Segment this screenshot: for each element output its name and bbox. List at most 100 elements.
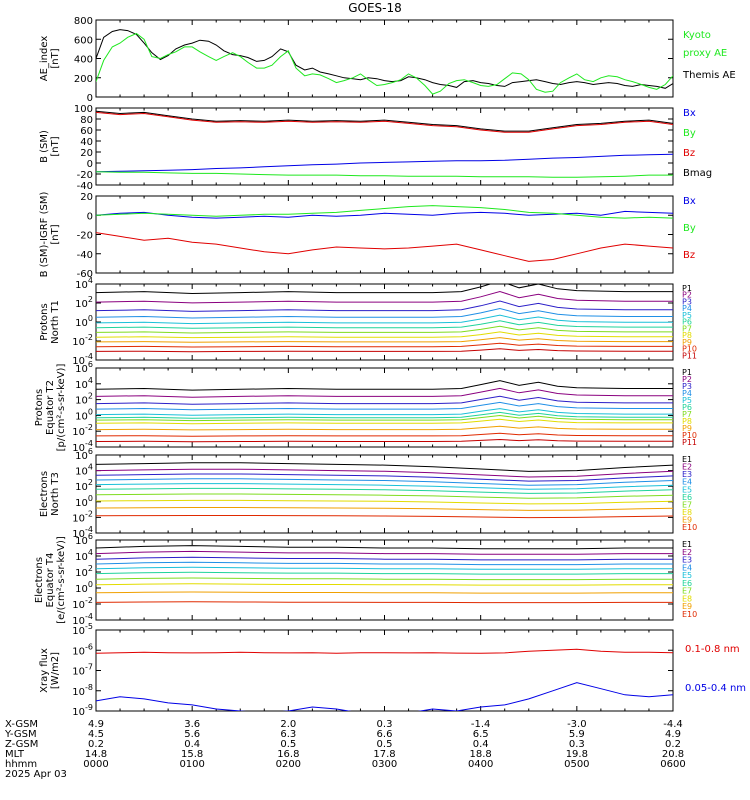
y-tick-label: -40 bbox=[77, 181, 93, 192]
y-axis-label: Equator T2 bbox=[45, 380, 56, 435]
ephemeris-value: 0.2 bbox=[665, 739, 681, 750]
y-axis-label: Xray flux bbox=[39, 648, 50, 693]
y-tick-label: 40 bbox=[80, 137, 93, 148]
legend-label: 0.05-0.4 nm bbox=[685, 683, 746, 694]
legend-label: 0.1-0.8 nm bbox=[685, 644, 740, 655]
y-tick-label: 80 bbox=[80, 115, 93, 126]
panel-frame bbox=[95, 19, 674, 98]
y-axis-label: AE_index bbox=[39, 36, 50, 82]
channel-label: E5 bbox=[682, 571, 692, 580]
y-tick-label: 100 bbox=[74, 104, 93, 115]
channel-label: P4 bbox=[682, 389, 692, 398]
plot-title: GOES-18 bbox=[348, 1, 402, 15]
series-line-bz bbox=[96, 232, 673, 262]
y-tick-label: 102 bbox=[75, 564, 93, 579]
y-axis-label: B (SM)-IGRF (SM) bbox=[39, 192, 50, 278]
channel-line-p5 bbox=[96, 314, 673, 325]
channel-label: P9 bbox=[682, 424, 692, 433]
channel-label: P9 bbox=[682, 338, 692, 347]
y-tick-label: 104 bbox=[75, 548, 93, 563]
ephemeris-value: 2.0 bbox=[280, 719, 296, 730]
y-tick-label: 102 bbox=[75, 392, 93, 407]
ephemeris-value: 4.9 bbox=[665, 729, 681, 740]
y-axis-label: Equator T4 bbox=[45, 553, 56, 608]
ephemeris-value: 4.9 bbox=[88, 719, 104, 730]
y-axis-label: [nT] bbox=[50, 136, 61, 156]
channel-line-p11 bbox=[96, 438, 673, 443]
channel-line-e6 bbox=[96, 571, 673, 575]
channel-label: P5 bbox=[682, 396, 692, 405]
channel-label: E9 bbox=[682, 602, 692, 611]
channel-label: P8 bbox=[682, 331, 692, 340]
channel-label: E2 bbox=[682, 548, 692, 557]
panel-series bbox=[96, 110, 673, 178]
ephemeris-value: -3.0 bbox=[567, 719, 587, 730]
series-line-by bbox=[96, 205, 673, 219]
channel-line-e5 bbox=[96, 483, 673, 490]
ephemeris-value: 17.8 bbox=[373, 749, 395, 760]
channel-label: P10 bbox=[682, 345, 697, 354]
y-tick-label: 104 bbox=[75, 463, 93, 478]
ephemeris-row-label: Y-GSM bbox=[4, 729, 37, 740]
channel-line-e9 bbox=[96, 507, 673, 511]
channel-label: P2 bbox=[682, 291, 692, 300]
y-tick-label: 10-6 bbox=[72, 642, 93, 657]
channel-label: E3 bbox=[682, 556, 692, 565]
y-axis-label: [W/m2] bbox=[50, 652, 61, 689]
channel-line-e4 bbox=[96, 478, 673, 486]
y-tick-label: 104 bbox=[75, 376, 93, 391]
ephemeris-value: 5.6 bbox=[184, 729, 200, 740]
y-tick-label: -20 bbox=[77, 170, 93, 181]
channel-label: P3 bbox=[682, 382, 692, 391]
channel-line-p11 bbox=[96, 348, 673, 353]
y-tick-label: 400 bbox=[74, 55, 93, 66]
y-tick-label: 800 bbox=[74, 16, 93, 27]
channel-line-e1 bbox=[96, 462, 673, 472]
y-tick-label: 100 bbox=[75, 494, 93, 509]
ephemeris-value: -4.4 bbox=[663, 719, 683, 730]
channel-label: E10 bbox=[682, 523, 697, 532]
panel-ae: 0 200 400 600 800 AE_index [nT] Kyoto proxy AE Th… bbox=[39, 16, 736, 104]
y-tick-label: 100 bbox=[75, 580, 93, 595]
series-line-bmag bbox=[96, 110, 673, 132]
series-line-0-1-0-8-nm bbox=[96, 648, 673, 654]
ephemeris-value: 0500 bbox=[564, 759, 589, 770]
channel-line-e3 bbox=[96, 473, 673, 482]
ephemeris-value: 6.5 bbox=[473, 729, 489, 740]
channel-label: E3 bbox=[682, 470, 692, 479]
ephemeris-value: 0.3 bbox=[569, 739, 585, 750]
channel-label: P7 bbox=[682, 324, 692, 333]
channel-line-p6 bbox=[96, 411, 673, 419]
time-axis-table: X-GSMY-GSMZ-GSMMLThhmm4.94.50.214.800003… bbox=[4, 719, 686, 780]
ephemeris-row-label: hhmm bbox=[5, 759, 37, 770]
y-tick-label: 102 bbox=[75, 478, 93, 493]
channel-label: E6 bbox=[682, 493, 692, 502]
channel-line-e2 bbox=[96, 468, 673, 478]
legend-label: Bz bbox=[683, 250, 695, 261]
ephemeris-value: 6.6 bbox=[377, 729, 393, 740]
y-axis-label: B (SM) bbox=[39, 130, 50, 163]
y-axis-label: [nT] bbox=[50, 224, 61, 244]
channel-line-e4 bbox=[96, 561, 673, 566]
ephemeris-value: 4.5 bbox=[88, 729, 104, 740]
ephemeris-value: 18.8 bbox=[470, 749, 492, 760]
channel-label: E9 bbox=[682, 516, 692, 525]
legend-label: By bbox=[683, 128, 696, 139]
ephemeris-value: 20.8 bbox=[662, 749, 684, 760]
ephemeris-value: 5.9 bbox=[569, 729, 585, 740]
channel-line-p1 bbox=[96, 380, 673, 391]
channel-line-e1 bbox=[96, 545, 673, 550]
y-tick-label: 102 bbox=[75, 295, 93, 310]
ephemeris-value: 0.3 bbox=[377, 719, 393, 730]
y-axis-label: [e/(cm²-s-sr-keV)] bbox=[56, 536, 67, 624]
y-axis-label: North T3 bbox=[50, 472, 61, 516]
channel-label: P4 bbox=[682, 304, 692, 313]
y-axis-label: Electrons bbox=[34, 557, 45, 603]
series-line-0-05-0-4-nm bbox=[96, 682, 673, 711]
channel-label: E6 bbox=[682, 579, 692, 588]
channel-line-e10 bbox=[96, 601, 673, 604]
